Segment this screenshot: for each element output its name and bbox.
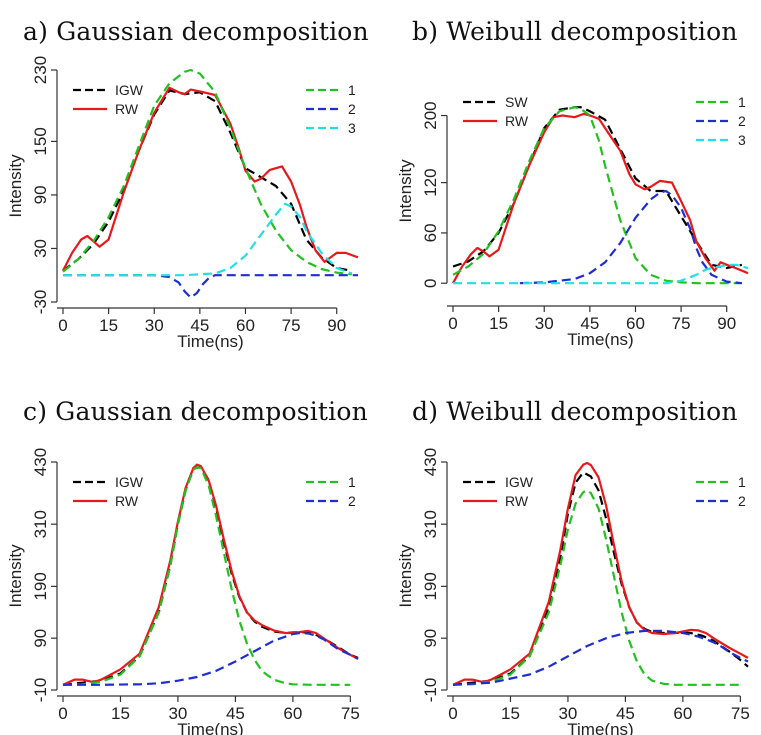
x-tick-label: 15 <box>489 314 508 333</box>
series-line-RW <box>452 461 749 686</box>
chart-panel-a: 0 15 30 45 60 75 90 -30 30 90 150 230 Time(ns) Intens… <box>6 56 359 351</box>
x-tick-label: 75 <box>341 704 360 723</box>
y-tick-label: 310 <box>421 510 440 538</box>
x-tick-label: 90 <box>327 316 346 335</box>
series-line-SW <box>452 106 743 270</box>
panel-b-title: b) Weibull decomposition <box>412 17 738 46</box>
series-line-2 <box>63 274 358 299</box>
x-tick-label: 75 <box>731 704 750 723</box>
y-tick-label: 200 <box>421 101 440 129</box>
x-axis-label: Time(ns) <box>177 720 243 735</box>
y-tick-label: -10 <box>421 678 440 703</box>
y-tick-label: 150 <box>31 127 50 155</box>
y-tick-label: 90 <box>421 629 440 648</box>
legend-label-SW: SW <box>505 94 528 110</box>
y-axis-label: Intensity <box>396 159 415 223</box>
x-tick-label: 60 <box>626 314 645 333</box>
series-line-1 <box>62 68 353 276</box>
series-line-IGW <box>62 466 359 686</box>
legend-label-RW: RW <box>505 113 529 129</box>
y-axis-label: Intensity <box>396 544 415 608</box>
y-tick-label: 90 <box>31 185 50 204</box>
series-line-2 <box>519 189 743 285</box>
legend-label-RW: RW <box>115 101 139 117</box>
panel-d-title: d) Weibull decomposition <box>412 397 738 426</box>
x-tick-label: 75 <box>282 316 301 335</box>
panel-a-title: a) Gaussian decomposition <box>23 17 369 46</box>
x-tick-label: 0 <box>58 704 67 723</box>
legend-label-2: 2 <box>348 101 356 117</box>
x-tick-label: 75 <box>672 314 691 333</box>
y-tick-label: 190 <box>31 572 50 600</box>
y-tick-label: 230 <box>31 56 50 84</box>
y-tick-label: 90 <box>31 629 50 648</box>
legend-label-IGW: IGW <box>115 82 144 98</box>
y-tick-label: 120 <box>421 168 440 196</box>
series-line-IGW <box>62 89 353 272</box>
x-tick-label: 30 <box>558 704 577 723</box>
y-tick-label: 0 <box>421 278 440 287</box>
y-tick-label: 60 <box>421 223 440 242</box>
chart-panel-d: 0 15 30 45 60 75 -10 90 190 310 430 Time(ns) Intensi… <box>396 448 750 735</box>
legend-label-1: 1 <box>348 82 356 98</box>
series-line-1 <box>452 489 741 686</box>
y-tick-label: 30 <box>31 239 50 258</box>
legend-label-1: 1 <box>738 474 746 490</box>
series-line-RW <box>452 112 749 284</box>
x-tick-label: 90 <box>717 314 736 333</box>
x-tick-label: 45 <box>616 704 635 723</box>
series-line-1 <box>452 106 742 285</box>
legend-label-IGW: IGW <box>505 474 534 490</box>
x-tick-label: 45 <box>226 704 245 723</box>
series-line-IGW <box>452 471 749 686</box>
series-line-3 <box>63 202 353 277</box>
x-tick-label: 60 <box>673 704 692 723</box>
x-tick-label: 30 <box>535 314 554 333</box>
y-tick-label: 310 <box>31 510 50 538</box>
legend-label-RW: RW <box>115 493 139 509</box>
x-tick-label: 15 <box>99 316 118 335</box>
legend-label-2: 2 <box>738 113 746 129</box>
y-tick-label: 190 <box>421 572 440 600</box>
y-axis-label: Intensity <box>6 544 25 608</box>
legend-label-1: 1 <box>348 474 356 490</box>
x-tick-label: 0 <box>58 316 67 335</box>
panel-c-title: c) Gaussian decomposition <box>23 397 368 426</box>
series-line-RW <box>62 86 359 272</box>
y-tick-label: 430 <box>31 448 50 476</box>
y-tick-label: 430 <box>421 448 440 476</box>
legend-label-IGW: IGW <box>115 474 144 490</box>
x-tick-label: 60 <box>236 316 255 335</box>
x-tick-label: 0 <box>448 704 457 723</box>
series-line-2 <box>452 629 749 686</box>
legend-label-3: 3 <box>738 132 746 148</box>
chart-panel-b: 0 15 30 45 60 75 90 0 60 120 200 Time(ns) Intensity S… <box>396 94 749 349</box>
x-axis-label: Time(ns) <box>567 330 633 349</box>
legend-label-3: 3 <box>348 120 356 136</box>
x-tick-label: 15 <box>501 704 520 723</box>
series-line-1 <box>62 466 351 686</box>
x-tick-label: 30 <box>145 316 164 335</box>
x-tick-label: 0 <box>448 314 457 333</box>
series-line-3 <box>453 263 749 285</box>
x-tick-label: 15 <box>111 704 130 723</box>
y-tick-label: -10 <box>31 678 50 703</box>
series-line-2 <box>63 631 359 686</box>
y-axis-label: Intensity <box>6 154 25 218</box>
x-axis-label: Time(ns) <box>177 332 243 351</box>
x-tick-label: 30 <box>168 704 187 723</box>
legend-label-RW: RW <box>505 493 529 509</box>
chart-panel-c: 0 15 30 45 60 75 -10 90 190 310 430 Time(ns) Intensi… <box>6 448 360 735</box>
x-axis-label: Time(ns) <box>567 720 633 735</box>
x-tick-label: 60 <box>283 704 302 723</box>
legend-label-2: 2 <box>348 493 356 509</box>
x-tick-label: 45 <box>580 314 599 333</box>
series-line-RW <box>62 463 359 686</box>
x-tick-label: 45 <box>190 316 209 335</box>
y-tick-label: -30 <box>31 290 50 315</box>
legend-label-2: 2 <box>738 493 746 509</box>
legend-label-1: 1 <box>738 94 746 110</box>
